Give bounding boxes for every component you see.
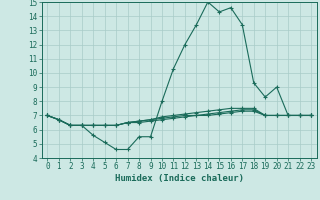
X-axis label: Humidex (Indice chaleur): Humidex (Indice chaleur) [115,174,244,183]
